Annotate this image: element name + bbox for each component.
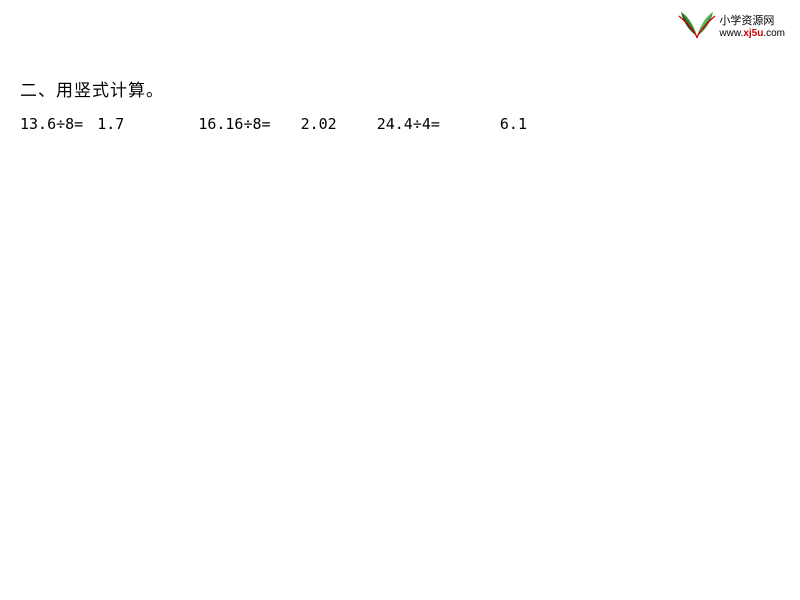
logo-url-com: .com [763, 28, 785, 39]
problem-2: 16.16÷8= 2.02 [198, 115, 336, 133]
logo-url-domain: xj5u [743, 28, 763, 39]
logo-text-block: 小学资源网 www.xj5u.com [719, 12, 785, 39]
section-heading: 二、用竖式计算。 [20, 76, 800, 101]
logo-url-www: www. [719, 28, 743, 39]
leaf-icon [677, 8, 717, 43]
problem-expression: 13.6÷8= [20, 115, 83, 133]
problem-answer: 1.7 [97, 115, 124, 133]
logo-cn-text: 小学资源网 [719, 12, 785, 28]
problem-answer: 6.1 [500, 115, 527, 133]
problem-1: 13.6÷8= 1.7 [20, 115, 124, 133]
problem-row: 13.6÷8= 1.7 16.16÷8= 2.02 24.4÷4= 6.1 [20, 115, 800, 133]
problem-expression: 16.16÷8= [198, 115, 270, 133]
site-logo: 小学资源网 www.xj5u.com [677, 8, 785, 43]
problem-answer: 2.02 [301, 115, 337, 133]
problem-3: 24.4÷4= 6.1 [377, 115, 527, 133]
logo-url: www.xj5u.com [719, 28, 785, 39]
problem-expression: 24.4÷4= [377, 115, 440, 133]
